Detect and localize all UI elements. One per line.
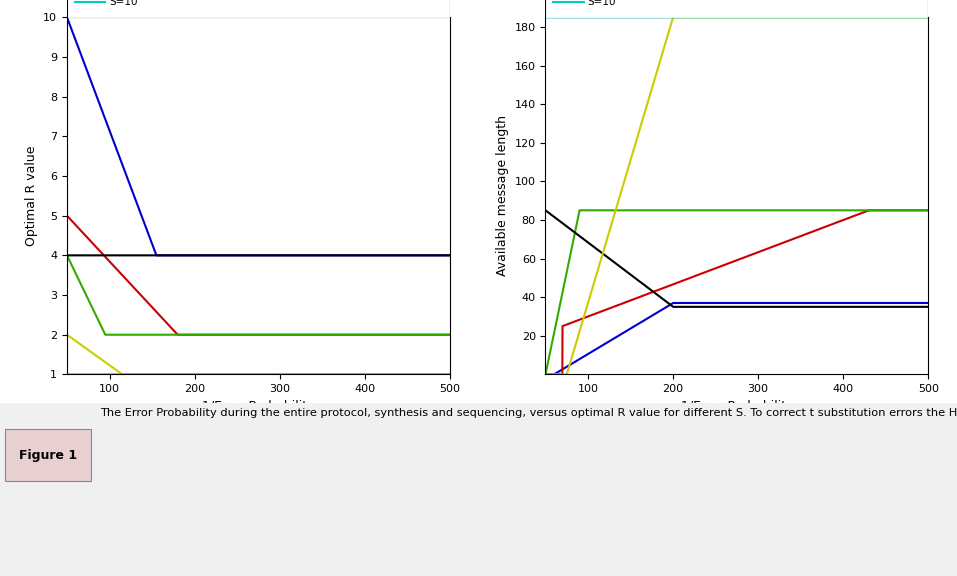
Text: The Error Probability during the entire protocol, synthesis and sequencing, vers: The Error Probability during the entire … (100, 408, 957, 418)
Text: S=10: S=10 (588, 0, 616, 7)
X-axis label: 1/Error Probability: 1/Error Probability (202, 400, 315, 412)
Text: Figure 1: Figure 1 (19, 449, 77, 461)
Bar (5, 429, 91, 481)
Y-axis label: Available message length: Available message length (496, 115, 509, 276)
Y-axis label: Optimal R value: Optimal R value (25, 146, 37, 246)
X-axis label: 1/Error Probability: 1/Error Probability (680, 400, 793, 412)
Text: S=10: S=10 (109, 0, 138, 7)
